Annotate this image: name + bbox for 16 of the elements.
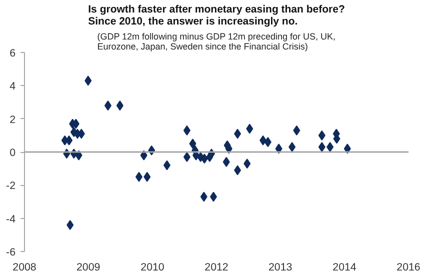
chart-title: Is growth faster after monetary easing than before? Since 2010, the answer is increasingly no. (88, 4, 345, 28)
y-tick-label: -4 (6, 213, 16, 226)
chart-subtitle: (GDP 12m following minus GDP 12m preceding for US, UK, Eurozone, Japan, Sweden since the Financial Crisis) (97, 32, 336, 52)
x-tick-label: 2012 (204, 262, 228, 273)
x-tick-label: 2010 (140, 262, 164, 273)
x-tick-label: 2013 (268, 262, 292, 273)
x-tick-label: 2014 (332, 262, 356, 273)
x-tick-label: 2009 (76, 262, 100, 273)
y-tick-label: 2 (10, 114, 16, 126)
y-tick-label: -6 (6, 246, 16, 258)
x-tick-label: 2016 (396, 262, 420, 273)
y-tick-label: 4 (10, 80, 16, 93)
y-tick-label: -2 (6, 180, 16, 192)
y-tick-label: 0 (10, 147, 16, 159)
y-tick-label: 6 (10, 48, 16, 60)
x-tick-label: 2008 (12, 262, 36, 273)
